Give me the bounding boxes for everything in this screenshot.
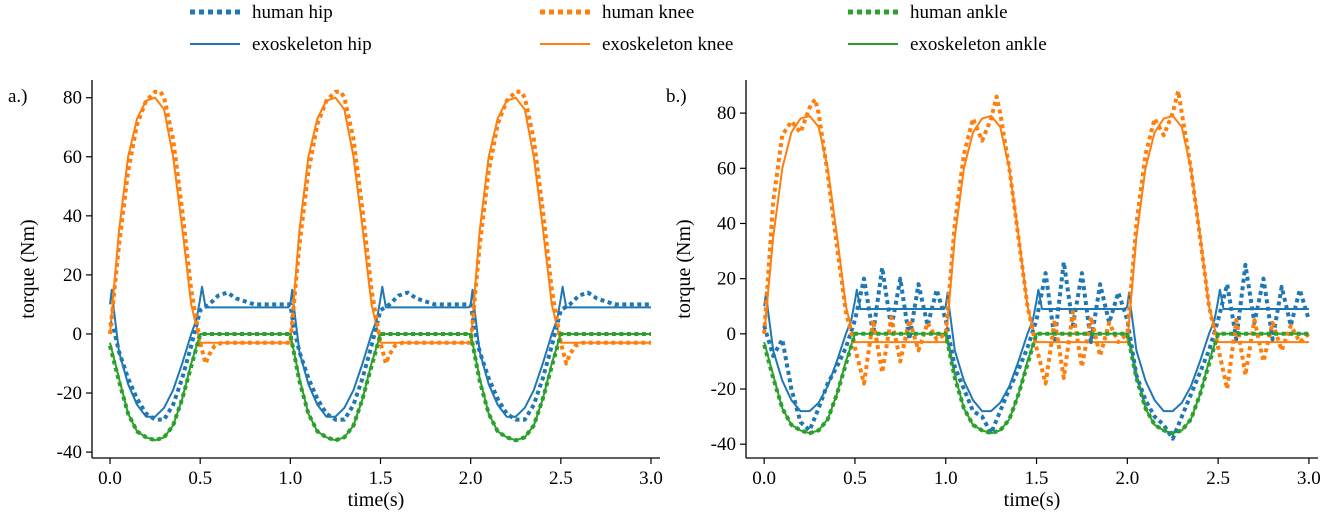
x-tick-label: 0.5 — [188, 468, 212, 489]
y-tick-label: 40 — [717, 213, 736, 234]
panel-label: a.) — [8, 86, 28, 107]
series-human-ankle — [762, 331, 1309, 436]
x-tick-label: 2.5 — [1206, 468, 1230, 489]
y-tick-label: -20 — [711, 379, 736, 400]
panel-a: 0.0 0.5 1.0 1.5 2.0 2.5 3.0 -40 -20 0 20 40 60 80 time… — [8, 80, 663, 511]
series-exoskeleton-knee — [109, 96, 651, 344]
x-axis-label: time(s) — [1004, 489, 1061, 511]
x-tick-label: 2.0 — [459, 468, 483, 489]
y-tick-label: -20 — [57, 383, 82, 404]
panel-label: b.) — [666, 86, 687, 107]
series-human-hip — [108, 290, 651, 422]
series-human-ankle — [108, 332, 651, 443]
legend-item-exoskeleton-ankle: exoskeleton ankle — [848, 34, 1047, 55]
legend-item-exoskeleton-hip: exoskeleton hip — [190, 34, 372, 55]
y-tick-label: 80 — [717, 103, 736, 124]
x-tick-label: 1.5 — [369, 468, 393, 489]
x-tick-label: 1.0 — [934, 468, 958, 489]
legend-item-human-ankle: human ankle — [848, 2, 1008, 23]
y-tick-label: 60 — [717, 158, 736, 179]
y-tick-label: -40 — [711, 434, 736, 455]
legend-item-human-hip: human hip — [190, 2, 333, 23]
series-exoskeleton-knee — [763, 114, 1309, 344]
y-axis-label: torque (Nm) — [17, 219, 39, 318]
series-human-hip — [762, 260, 1311, 441]
y-tick-label: 0 — [727, 324, 737, 345]
x-tick-label: 1.5 — [1025, 468, 1049, 489]
legend-label: exoskeleton knee — [602, 34, 733, 55]
y-tick-label: 40 — [63, 206, 82, 227]
legend: human hip human knee human ankle exoskeleto… — [190, 2, 1047, 55]
legend-label: exoskeleton ankle — [910, 34, 1047, 55]
y-tick-label: 20 — [717, 269, 736, 290]
legend-label: human hip — [252, 2, 333, 23]
x-tick-label: 2.0 — [1115, 468, 1139, 489]
y-axis-label: torque (Nm) — [673, 219, 695, 318]
x-tick-label: 0.0 — [98, 468, 122, 489]
series-human-knee — [108, 89, 651, 366]
legend-label: human ankle — [910, 2, 1008, 23]
series-exoskeleton-hip — [763, 288, 1309, 413]
series-exoskeleton-hip — [109, 285, 651, 418]
y-tick-label: 20 — [63, 265, 82, 286]
x-tick-label: 3.0 — [639, 468, 663, 489]
panel-b: 0.0 0.5 1.0 1.5 2.0 2.5 3.0 -40 -20 0 20 40 60 80 time… — [666, 80, 1321, 511]
x-tick-label: 2.5 — [549, 468, 573, 489]
x-tick-label: 0.0 — [752, 468, 776, 489]
y-tick-label: 0 — [73, 324, 83, 345]
series-exoskeleton-ankle — [109, 333, 651, 442]
legend-item-human-knee: human knee — [540, 2, 694, 23]
legend-label: exoskeleton hip — [252, 34, 372, 55]
series-human-knee — [762, 89, 1311, 391]
x-tick-label: 3.0 — [1297, 468, 1321, 489]
y-tick-label: 80 — [63, 88, 82, 109]
y-tick-label: -40 — [57, 442, 82, 463]
legend-label: human knee — [602, 2, 694, 23]
y-tick-label: 60 — [63, 147, 82, 168]
x-tick-label: 1.0 — [278, 468, 302, 489]
x-axis-label: time(s) — [348, 489, 405, 511]
legend-item-exoskeleton-knee: exoskeleton knee — [540, 34, 733, 55]
x-tick-label: 0.5 — [843, 468, 867, 489]
